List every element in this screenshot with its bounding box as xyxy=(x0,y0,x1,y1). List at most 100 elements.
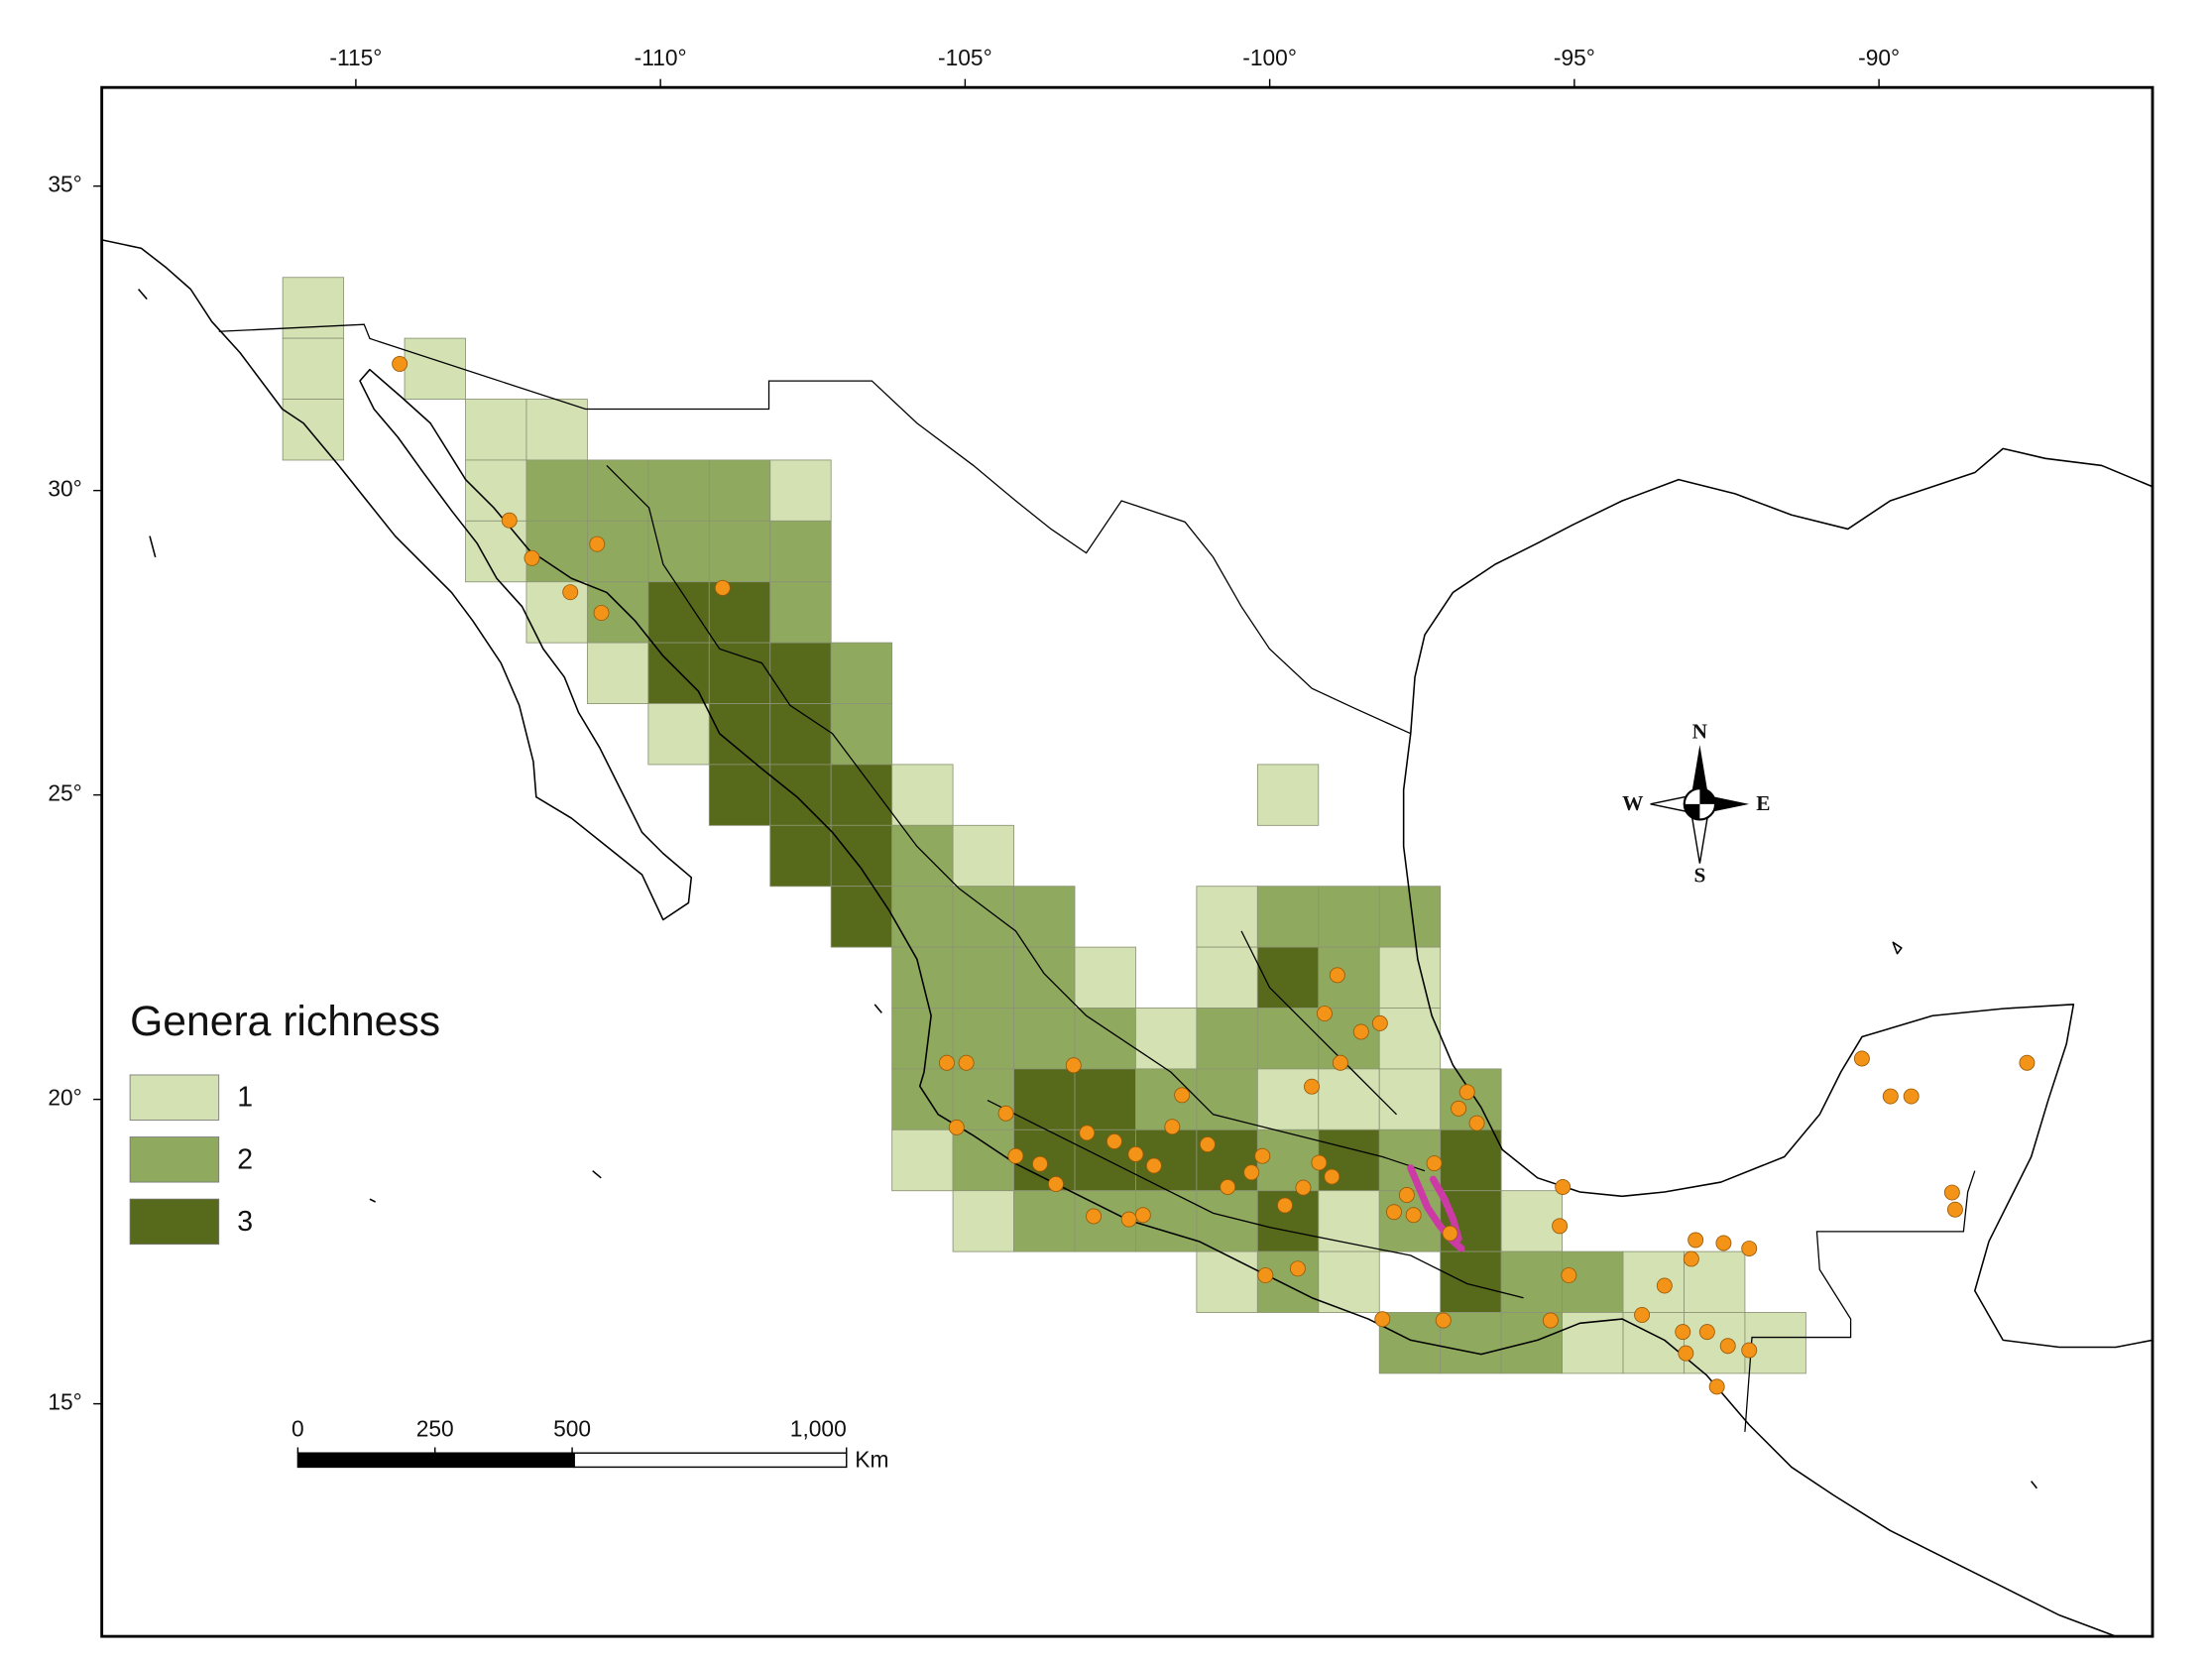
scale-label: 250 xyxy=(416,1415,454,1441)
occurrence-point xyxy=(1065,1057,1082,1074)
richness-cell xyxy=(1135,1008,1198,1070)
richness-cell xyxy=(1196,886,1258,948)
richness-cell xyxy=(1256,1068,1320,1130)
richness-cell xyxy=(891,1129,954,1192)
richness-cell xyxy=(1196,1250,1258,1313)
lat-label: 30° xyxy=(48,476,81,502)
richness-cell xyxy=(891,824,954,888)
occurrence-point xyxy=(1164,1119,1181,1135)
occurrence-point xyxy=(1145,1157,1162,1174)
compass-west: W xyxy=(1622,791,1643,815)
scale-bar: Km 0 250 500 1,000 xyxy=(291,1415,888,1472)
borders xyxy=(218,323,1976,1432)
richness-cell xyxy=(708,642,771,704)
richness-cell xyxy=(830,764,893,826)
scale-segment xyxy=(296,1452,575,1469)
legend-label: 3 xyxy=(237,1206,253,1238)
legend-items: 1 2 3 xyxy=(129,1074,253,1246)
occurrence-point xyxy=(1127,1145,1144,1162)
map-frame xyxy=(100,85,2154,1638)
occurrence-point xyxy=(1853,1050,1870,1067)
occurrence-point xyxy=(1683,1250,1699,1267)
occurrence-points xyxy=(392,355,2036,1395)
occurrence-point xyxy=(1120,1211,1137,1228)
richness-cell xyxy=(830,703,893,766)
legend-swatch xyxy=(129,1198,220,1246)
lon-label: -90° xyxy=(1858,45,1900,70)
occurrence-point xyxy=(1715,1235,1732,1251)
occurrence-point xyxy=(1561,1267,1577,1284)
richness-cell xyxy=(1622,1250,1685,1313)
occurrence-point xyxy=(938,1054,955,1071)
coastline xyxy=(138,289,2037,1489)
richness-cell xyxy=(647,459,710,522)
occurrence-point xyxy=(1352,1023,1369,1040)
occurrence-point xyxy=(1458,1084,1475,1101)
richness-cell xyxy=(1500,1250,1564,1313)
occurrence-point xyxy=(1882,1088,1899,1105)
scale-segment xyxy=(573,1452,848,1469)
legend-swatch xyxy=(129,1136,220,1183)
richness-cell xyxy=(465,520,527,583)
richness-cell xyxy=(282,337,345,400)
occurrence-point xyxy=(1289,1260,1306,1277)
richness-cell xyxy=(891,886,954,948)
occurrence-point xyxy=(1324,1168,1340,1185)
coastline xyxy=(1402,447,2154,1349)
richness-cell xyxy=(465,399,527,461)
richness-cell xyxy=(1196,946,1258,1009)
richness-cell xyxy=(1318,1068,1380,1130)
occurrence-point xyxy=(593,605,610,622)
scale-unit: Km xyxy=(855,1447,888,1473)
richness-cell xyxy=(586,459,649,522)
richness-cell xyxy=(830,824,893,888)
richness-cell xyxy=(647,520,710,583)
occurrence-point xyxy=(1329,967,1345,984)
occurrence-point xyxy=(1946,1201,1963,1218)
lat-label: 15° xyxy=(48,1389,81,1415)
occurrence-point xyxy=(997,1105,1014,1122)
occurrence-point xyxy=(501,512,518,529)
richness-cell xyxy=(891,764,954,826)
occurrence-point xyxy=(1656,1277,1673,1294)
legend-label: 2 xyxy=(237,1143,253,1175)
richness-cell xyxy=(769,703,832,766)
occurrence-point xyxy=(714,579,731,596)
scale-label: 500 xyxy=(553,1415,591,1441)
richness-cell xyxy=(1440,1250,1502,1313)
lon-label: -95° xyxy=(1554,45,1595,70)
occurrence-point xyxy=(1277,1197,1293,1214)
richness-cell xyxy=(647,703,710,766)
richness-cell xyxy=(769,764,832,826)
richness-cell xyxy=(1013,886,1076,948)
occurrence-point xyxy=(1741,1241,1758,1256)
coastline xyxy=(101,239,2117,1637)
richness-cell xyxy=(769,824,832,888)
graticule-labels: -115° -110° -105° -100° -95° -90° 35° 30° 25° 20°… xyxy=(48,45,1900,1415)
richness-cell xyxy=(1013,946,1076,1009)
occurrence-point xyxy=(948,1119,965,1135)
richness-cell xyxy=(1378,946,1442,1009)
occurrence-point xyxy=(589,536,606,552)
lon-label: -100° xyxy=(1242,45,1297,70)
occurrence-point xyxy=(1943,1184,1960,1201)
compass-center xyxy=(1684,788,1716,820)
occurrence-point xyxy=(1555,1179,1572,1195)
richness-cell xyxy=(1013,1190,1076,1252)
compass-east: E xyxy=(1756,791,1770,815)
richness-cell xyxy=(647,581,710,644)
lat-label: 35° xyxy=(48,172,81,197)
occurrence-point xyxy=(1304,1078,1320,1095)
occurrence-point xyxy=(1079,1125,1096,1141)
lat-label: 20° xyxy=(48,1085,81,1111)
legend: Genera richness 1 2 3 xyxy=(129,998,440,1246)
richness-cell xyxy=(465,459,527,522)
occurrence-point xyxy=(392,355,408,372)
occurrence-point xyxy=(1174,1087,1191,1104)
richness-cell xyxy=(1256,946,1320,1009)
richness-cell xyxy=(708,459,771,522)
richness-cell xyxy=(891,946,954,1009)
occurrence-point xyxy=(1032,1155,1048,1172)
